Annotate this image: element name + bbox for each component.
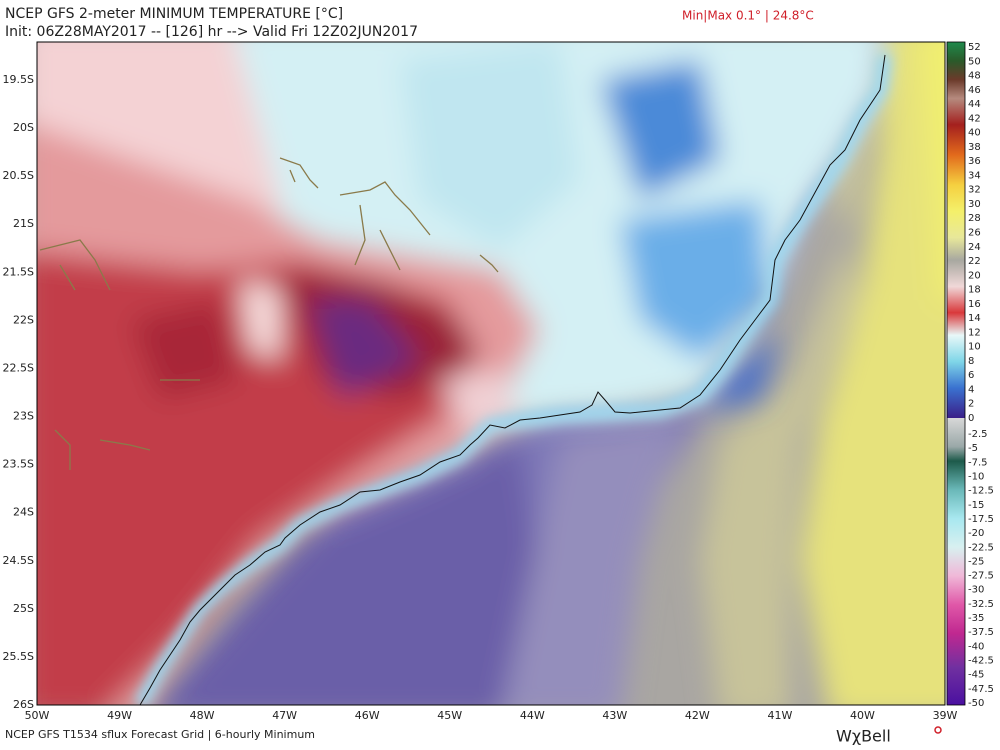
colorbar-label: 50 — [968, 56, 981, 67]
longitude-label: 39W — [933, 709, 958, 722]
longitude-label: 43W — [602, 709, 627, 722]
colorbar-label: 34 — [968, 170, 981, 181]
colorbar-lower — [947, 418, 965, 705]
colorbar-label: -45 — [968, 670, 984, 681]
longitude-label: 44W — [520, 709, 545, 722]
longitude-label: 47W — [272, 709, 297, 722]
colorbar-label: 0 — [968, 413, 974, 424]
colorbar-label: -30 — [968, 585, 984, 596]
min-max: Min|Max 0.1° | 24.8°C — [682, 9, 814, 23]
footer-source: NCEP GFS T1534 sflux Forecast Grid | 6-h… — [5, 728, 315, 741]
colorbar-label: -47.5 — [968, 684, 994, 695]
colorbar-label: -10 — [968, 471, 984, 482]
colorbar-label: -17.5 — [968, 514, 994, 525]
colorbar-label: 18 — [968, 285, 981, 296]
map — [37, 42, 945, 705]
longitude-label: 42W — [685, 709, 710, 722]
latitude-label: 25S — [13, 602, 34, 615]
colorbar-label: 24 — [968, 242, 981, 253]
latitude-label: 22S — [13, 313, 34, 326]
map-frame — [36, 41, 946, 706]
latitude-label: 23S — [13, 410, 34, 423]
colorbar-label: 46 — [968, 85, 981, 96]
brand-dot — [934, 726, 942, 734]
colorbar-label: -37.5 — [968, 627, 994, 638]
colorbar-label: 42 — [968, 113, 981, 124]
colorbar-label: 22 — [968, 256, 981, 267]
colorbar-label: -35 — [968, 613, 984, 624]
colorbar-label: -22.5 — [968, 542, 994, 553]
colorbar-label: -27.5 — [968, 571, 994, 582]
colorbar-label: -7.5 — [968, 457, 988, 468]
colorbar-upper — [947, 42, 965, 418]
subtitle: Init: 06Z28MAY2017 -- [126] hr --> Valid… — [5, 24, 418, 40]
colorbar-label: -25 — [968, 556, 984, 567]
colorbar-label: 28 — [968, 213, 981, 224]
longitude-label: 40W — [850, 709, 875, 722]
colorbar-label: -50 — [968, 698, 984, 709]
colorbar-label: 36 — [968, 156, 981, 167]
colorbar-label: -5 — [968, 443, 978, 454]
latitude-label: 19.5S — [3, 73, 34, 86]
colorbar-frame — [946, 41, 966, 706]
colorbar-label: 30 — [968, 199, 981, 210]
colorbar-label: -42.5 — [968, 656, 994, 667]
longitude-label: 41W — [767, 709, 792, 722]
colorbar-label: 26 — [968, 228, 981, 239]
colorbar-label: 6 — [968, 370, 974, 381]
longitude-label: 49W — [107, 709, 132, 722]
colorbar-label: 38 — [968, 142, 981, 153]
colorbar-label: 8 — [968, 356, 974, 367]
coastline — [139, 54, 886, 705]
latitude-label: 20.5S — [3, 169, 34, 182]
reservoirs — [39, 157, 499, 470]
colorbar-label: 32 — [968, 185, 981, 196]
latitude-label: 24.5S — [3, 554, 34, 567]
temperature-field — [153, 42, 945, 705]
longitude-label: 50W — [25, 709, 50, 722]
colorbar-label: -12.5 — [968, 486, 994, 497]
longitude-label: 46W — [355, 709, 380, 722]
land-field — [37, 42, 884, 705]
latitude-label: 22.5S — [3, 361, 34, 374]
latitude-label: 21S — [13, 217, 34, 230]
latitude-label: 20S — [13, 121, 34, 134]
coastal-band — [133, 54, 892, 705]
colorbar-label: 4 — [968, 384, 974, 395]
colorbar-label: 14 — [968, 313, 981, 324]
colorbar-label: -20 — [968, 528, 984, 539]
latitude-label: 26S — [13, 698, 34, 711]
colorbar-label: -32.5 — [968, 599, 994, 610]
title: NCEP GFS 2-meter MINIMUM TEMPERATURE [°C… — [5, 6, 343, 22]
colorbar-label: 16 — [968, 299, 981, 310]
colorbar-label: 2 — [968, 399, 974, 410]
colorbar-label: 44 — [968, 99, 981, 110]
latitude-label: 23.5S — [3, 458, 34, 471]
longitude-label: 48W — [190, 709, 215, 722]
colorbar-label: -2.5 — [968, 429, 988, 440]
colorbar-label: -15 — [968, 500, 984, 511]
brand: WχBell — [836, 727, 891, 746]
colorbar-label: 20 — [968, 270, 981, 281]
latitude-label: 21.5S — [3, 265, 34, 278]
latitude-label: 24S — [13, 506, 34, 519]
colorbar-label: 48 — [968, 71, 981, 82]
latitude-label: 25.5S — [3, 650, 34, 663]
colorbar-label: 40 — [968, 128, 981, 139]
colorbar-label: 52 — [968, 42, 981, 53]
longitude-label: 45W — [437, 709, 462, 722]
colorbar-label: 12 — [968, 327, 981, 338]
colorbar-label: -40 — [968, 641, 984, 652]
colorbar-label: 10 — [968, 342, 981, 353]
